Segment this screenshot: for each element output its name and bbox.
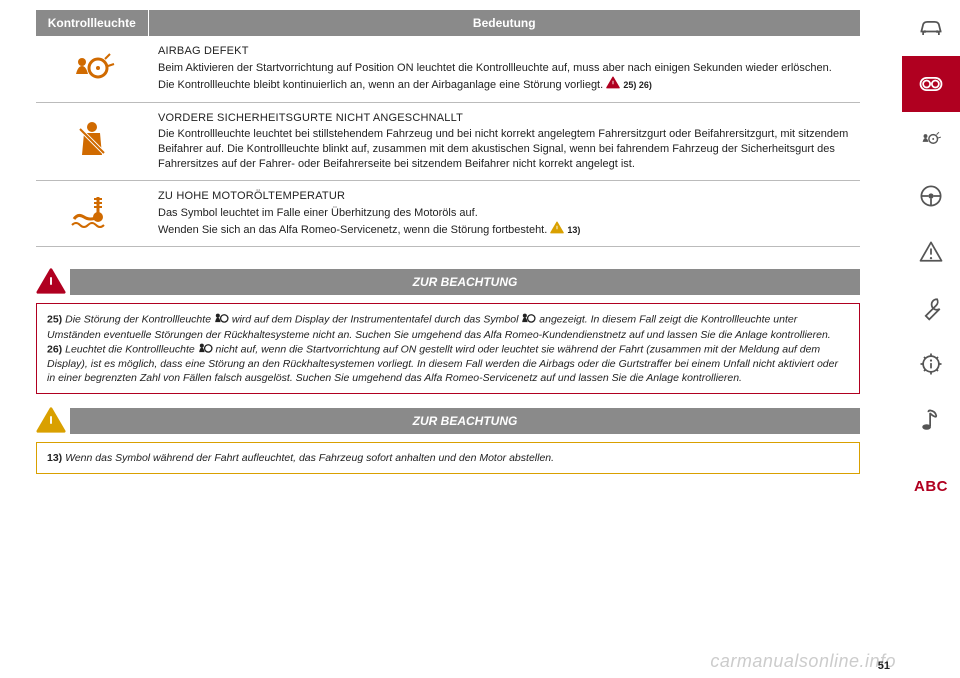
row-text: Die Kontrollleuchte leuchtet bei stillst… [158, 128, 848, 170]
car-icon [917, 14, 945, 42]
notice-mid: wird auf dem Display der Instrumententaf… [229, 314, 521, 326]
row-title: VORDERE SICHERHEITSGURTE NICHT ANGESCHNA… [158, 111, 850, 126]
row-title: AIRBAG DEFEKT [158, 44, 850, 59]
sidebar-item-abc[interactable]: ABC [902, 478, 960, 495]
dashboard-icon [917, 70, 945, 98]
sidebar-item-car[interactable] [902, 0, 960, 56]
notice-prefix: Die Störung der Kontrollleuchte [65, 314, 214, 326]
notice-ref: 26) [47, 343, 62, 355]
airbag-icon [917, 126, 945, 154]
table-row: ZU HOHE MOTORÖLTEMPERATUR Das Symbol leu… [36, 180, 860, 247]
notice-item: 26) Leuchtet die Kontrollleuchte nicht a… [47, 342, 849, 386]
sidebar-item-music[interactable] [902, 392, 960, 448]
steering-wheel-icon [917, 182, 945, 210]
notice-ref: 13) [47, 452, 62, 464]
notice-item: 25) Die Störung der Kontrollleuchte wird… [47, 312, 849, 341]
section-sidebar: ABC [902, 0, 960, 678]
notice-bar: ZUR BEACHTUNG [36, 408, 860, 434]
row-icon-airbag [36, 36, 148, 102]
airbag-small-icon [214, 312, 229, 327]
warning-lights-table: Kontrollleuchte Bedeutung AIRBAG DEFEKT … [36, 10, 860, 247]
page-number: 51 [878, 660, 890, 672]
notice-prefix: Leuchtet die Kontrollleuchte [65, 343, 198, 355]
notice-bar: ZUR BEACHTUNG [36, 269, 860, 295]
music-note-icon [917, 406, 945, 434]
notice-box: 13) Wenn das Symbol während der Fahrt au… [36, 442, 860, 474]
watermark: carmanualsonline.info [710, 651, 896, 672]
notice-ref: 25) [47, 314, 62, 326]
notice-bar-label: ZUR BEACHTUNG [70, 408, 860, 434]
warning-yellow-icon [550, 221, 564, 239]
warning-red-icon [606, 76, 620, 94]
sidebar-item-wrench[interactable] [902, 280, 960, 336]
sidebar-item-warning[interactable] [902, 224, 960, 280]
row-body: ZU HOHE MOTORÖLTEMPERATUR Das Symbol leu… [148, 180, 860, 247]
row-body: AIRBAG DEFEKT Beim Aktivieren der Startv… [148, 36, 860, 102]
notice-bar-label: ZUR BEACHTUNG [70, 269, 860, 295]
abc-label: ABC [914, 478, 948, 495]
table-header-col1: Kontrollleuchte [36, 10, 148, 36]
row-ref: 25) 26) [623, 80, 652, 90]
row-title: ZU HOHE MOTORÖLTEMPERATUR [158, 189, 850, 204]
row-text-line2: Wenden Sie sich an das Alfa Romeo-Servic… [158, 223, 547, 235]
notice-text: Wenn das Symbol während der Fahrt aufleu… [65, 452, 554, 464]
table-row: VORDERE SICHERHEITSGURTE NICHT ANGESCHNA… [36, 102, 860, 180]
table-header-col2: Bedeutung [148, 10, 860, 36]
airbag-small-icon [198, 342, 213, 357]
table-row: AIRBAG DEFEKT Beim Aktivieren der Startv… [36, 36, 860, 102]
warning-icon [917, 238, 945, 266]
sidebar-item-steering[interactable] [902, 168, 960, 224]
row-body: VORDERE SICHERHEITSGURTE NICHT ANGESCHNA… [148, 102, 860, 180]
wrench-icon [917, 294, 945, 322]
airbag-small-icon [521, 312, 536, 327]
row-text-line1: Das Symbol leuchtet im Falle einer Überh… [158, 206, 850, 221]
info-gear-icon [917, 350, 945, 378]
row-text: Beim Aktivieren der Startvorrichtung auf… [158, 62, 832, 91]
sidebar-item-airbag[interactable] [902, 112, 960, 168]
sidebar-item-info[interactable] [902, 336, 960, 392]
notice-box: 25) Die Störung der Kontrollleuchte wird… [36, 303, 860, 394]
notice-item: 13) Wenn das Symbol während der Fahrt au… [47, 451, 849, 465]
warning-yellow-badge-icon [36, 405, 66, 435]
warning-red-badge-icon [36, 266, 66, 296]
row-icon-seatbelt [36, 102, 148, 180]
row-ref: 13) [567, 224, 580, 234]
sidebar-item-dashboard[interactable] [902, 56, 960, 112]
row-icon-oiltemp [36, 180, 148, 247]
